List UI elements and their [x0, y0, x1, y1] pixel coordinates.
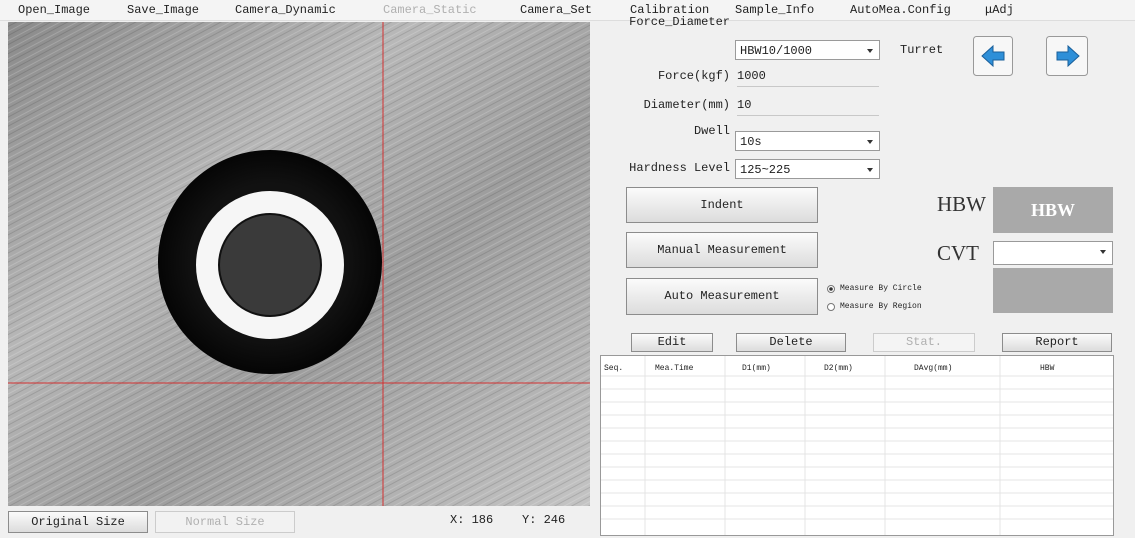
field-label: Force(kgf): [657, 69, 730, 83]
results-table: [600, 355, 1114, 536]
menu-item[interactable]: Open_Image: [18, 3, 91, 17]
column-header: Mea.Time: [655, 364, 694, 373]
column-header: D2(mm): [824, 364, 853, 373]
report-button[interactable]: Report: [1002, 333, 1112, 352]
cvt-select[interactable]: [993, 241, 1113, 265]
radio-label[interactable]: Measure By Circle: [840, 284, 922, 293]
delete-button[interactable]: Delete: [736, 333, 846, 352]
menu-item[interactable]: Camera_Set: [520, 3, 593, 17]
menu-bar: [0, 0, 1135, 21]
normal-size-button: Normal Size: [155, 511, 295, 533]
hbw-label: HBW: [937, 192, 986, 216]
original-size-button[interactable]: Original Size: [8, 511, 148, 533]
column-header: D1(mm): [742, 364, 771, 373]
field-label: Diameter(mm): [643, 98, 730, 112]
stat-button: Stat.: [873, 333, 975, 352]
column-header: HBW: [1040, 364, 1055, 373]
turret-left-button[interactable]: [973, 36, 1013, 76]
column-header: DAvg(mm): [914, 364, 953, 373]
auto-measurement-button[interactable]: Auto Measurement: [626, 278, 818, 315]
turret-right-button[interactable]: [1046, 36, 1088, 76]
menu-item: Camera_Static: [383, 3, 477, 17]
field-label: Force_Diameter: [629, 15, 730, 29]
cvt-label: CVT: [937, 241, 979, 265]
hbw-value-box: HBW: [993, 187, 1113, 233]
turret-label: Turret: [900, 43, 944, 57]
indent-button[interactable]: Indent: [626, 187, 818, 223]
edit-button[interactable]: Edit: [631, 333, 713, 352]
menu-item[interactable]: μAdj: [985, 3, 1014, 17]
x-coordinate: X: 186: [450, 513, 494, 527]
dwell-select[interactable]: 10s: [735, 131, 880, 151]
menu-item[interactable]: Camera_Dynamic: [235, 3, 336, 17]
radio-label[interactable]: Measure By Region: [840, 302, 922, 311]
hardness-level-select[interactable]: 125~225: [735, 159, 880, 179]
menu-item[interactable]: Save_Image: [127, 3, 200, 17]
manual-measurement-button[interactable]: Manual Measurement: [626, 232, 818, 268]
y-coordinate: Y: 246: [522, 513, 566, 527]
force-diameter-select[interactable]: HBW10/1000: [735, 40, 880, 60]
menu-item[interactable]: Sample_Info: [735, 3, 815, 17]
force-value: 1000: [737, 66, 879, 87]
column-header: Seq.: [604, 364, 624, 373]
cvt-value-box: [993, 268, 1113, 313]
camera-image: [8, 22, 590, 506]
field-label: Hardness Level: [629, 161, 730, 175]
radio-buttons[interactable]: [826, 284, 836, 314]
menu-item[interactable]: Calibration: [630, 3, 710, 17]
menu-item[interactable]: AutoMea.Config: [850, 3, 951, 17]
diameter-value: 10: [737, 95, 879, 116]
field-label: Dwell: [693, 124, 730, 138]
